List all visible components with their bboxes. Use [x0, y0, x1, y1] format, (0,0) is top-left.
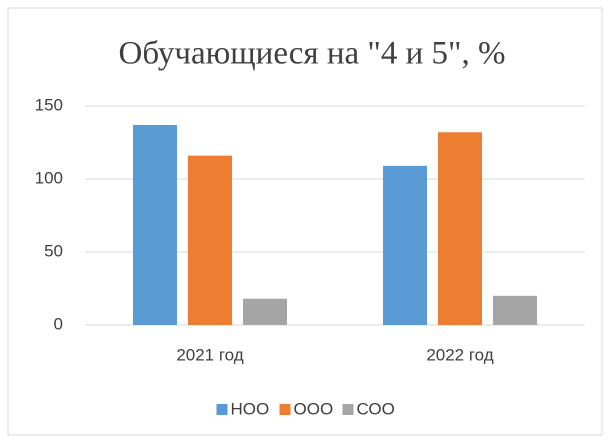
legend-label: НОО: [231, 399, 270, 418]
chart-frame: [7, 7, 603, 436]
legend-label: ООО: [294, 399, 334, 418]
y-tick-label: 50: [44, 241, 63, 260]
bar: [438, 132, 482, 325]
y-tick-label: 0: [54, 314, 63, 333]
bar: [188, 155, 232, 325]
bar: [493, 295, 537, 325]
bar: [243, 298, 287, 325]
chart-title: Обучающиеся на "4 и 5", %: [118, 36, 505, 72]
legend-label: СОО: [357, 399, 395, 418]
y-tick-label: 150: [35, 95, 63, 114]
legend-swatch: [279, 404, 291, 415]
legend-swatch: [342, 404, 354, 415]
x-tick-label: 2021 год: [176, 345, 243, 364]
bar: [383, 165, 427, 325]
x-tick-label: 2022 год: [426, 345, 493, 364]
bar: [133, 124, 177, 325]
y-tick-label: 100: [35, 168, 63, 187]
legend-swatch: [216, 404, 228, 415]
